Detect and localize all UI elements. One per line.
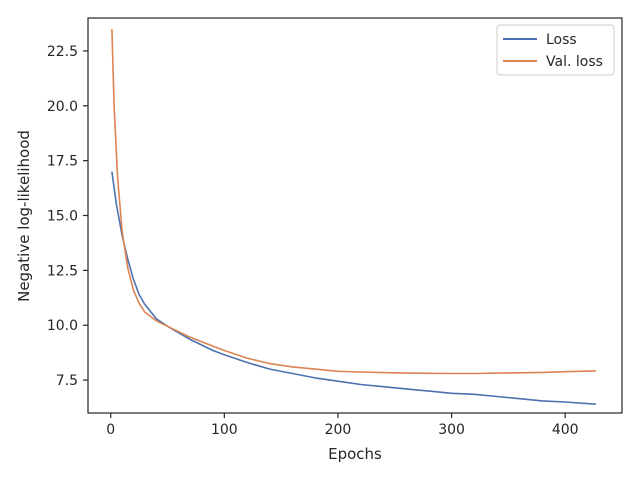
y-tick-label: 20.0 [47,99,78,115]
series-line-loss [111,171,596,405]
series-layer [111,28,596,405]
y-tick-label: 22.5 [47,44,78,60]
x-axis: 0 100 200 300 400 [106,413,579,438]
x-tick-label: 0 [106,422,115,438]
y-tick-label: 15.0 [47,209,78,225]
legend-label-loss: Loss [546,32,577,48]
y-tick-label: 10.0 [47,318,78,334]
y-tick-label: 7.5 [56,373,78,389]
x-tick-label: 200 [325,422,352,438]
legend-frame [496,24,615,76]
x-tick-label: 100 [211,422,238,438]
x-tick-label: 300 [438,422,465,438]
y-axis-label: Negative log-likelihood [15,130,33,302]
x-axis-label: Epochs [328,445,382,463]
y-tick-label: 12.5 [47,263,78,279]
legend-label-val-loss: Val. loss [546,54,603,70]
plot-area [87,17,623,414]
y-axis: 7.5 10.0 12.5 15.0 17.5 20.0 22.5 [47,44,88,389]
y-tick-label: 17.5 [47,154,78,170]
legend: Loss Val. loss [496,24,615,76]
x-tick-label: 400 [552,422,579,438]
series-line-val-loss [111,28,596,375]
